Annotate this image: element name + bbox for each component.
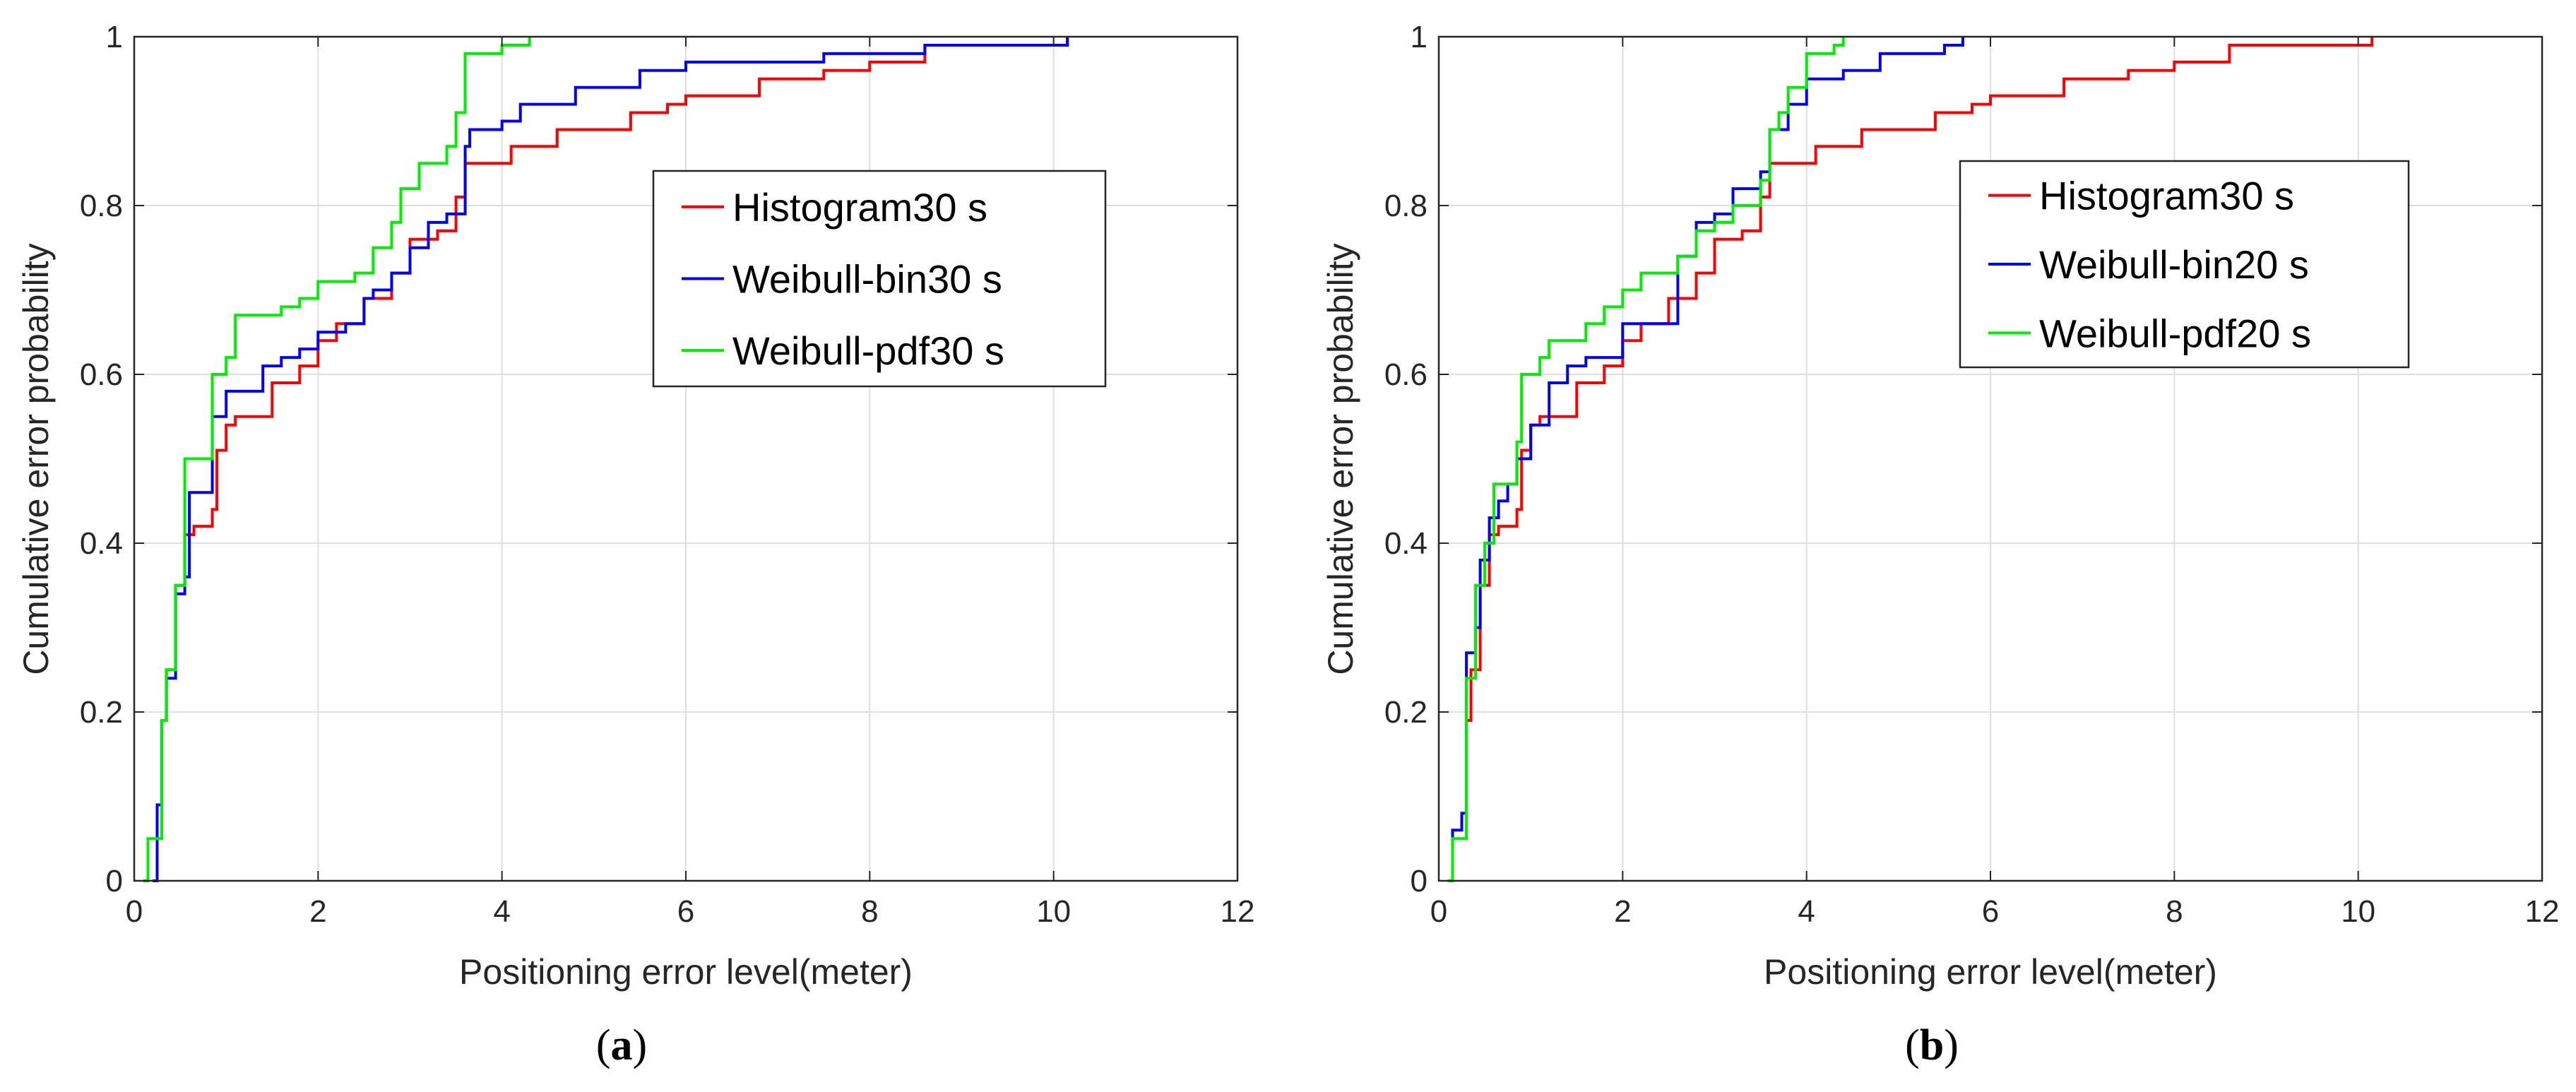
legend-b: Histogram30 s Weibull-bin20 s Weibull-pdf2…	[1959, 160, 2410, 369]
legend-label-a-0: Histogram30 s	[732, 185, 987, 230]
y-tick-label-a-3: 0.6	[80, 357, 123, 392]
legend-label-b-0: Histogram30 s	[2039, 174, 2294, 218]
x-tick-label-a-2: 4	[493, 894, 510, 929]
legend-label-b-2: Weibull-pdf20 s	[2039, 311, 2311, 355]
x-tick-label-b-3: 6	[1982, 894, 1999, 929]
series-line-b-0	[1466, 37, 2374, 722]
y-tick-label-a-4: 0.8	[80, 189, 123, 223]
x-axis-label-b: Positioning error level(meter)	[1764, 952, 2217, 992]
series-line-b-2	[1448, 37, 1845, 882]
ticks-b: 0 2 4 6 8 10 12 0 0.2 0.4 0.6 0.8 1	[1384, 20, 2560, 929]
series-line-a-2	[143, 37, 531, 882]
panel-letter-a: a	[611, 1021, 633, 1069]
panel-letter-b: b	[1920, 1021, 1944, 1069]
x-tick-label-b-1: 2	[1614, 894, 1631, 929]
legend-label-b-1: Weibull-bin20 s	[2039, 242, 2309, 287]
y-tick-label-b-3: 0.6	[1384, 357, 1428, 392]
y-tick-label-a-0: 0	[106, 864, 123, 898]
x-tick-label-b-0: 0	[1430, 894, 1447, 929]
ticks-a: 0 2 4 6 8 10 12 0 0.2 0.4 0.6 0.8 1	[80, 20, 1255, 929]
series-group-b	[1448, 37, 2374, 882]
y-tick-label-b-0: 0	[1411, 864, 1428, 898]
legend-a: Histogram30 s Weibull-bin30 s Weibull-pdf3…	[652, 170, 1107, 388]
y-tick-label-a-5: 1	[106, 20, 123, 54]
chart-panel-a: 0 2 4 6 8 10 12 0 0.2 0.4 0.6 0.8 1 Positioning erro…	[16, 20, 1254, 1069]
x-tick-label-b-2: 4	[1798, 894, 1815, 929]
y-tick-label-a-1: 0.2	[80, 695, 123, 730]
legend-label-a-1: Weibull-bin30 s	[732, 257, 1002, 302]
x-axis-label-a: Positioning error level(meter)	[459, 952, 913, 992]
legend-box-b	[1959, 160, 2410, 369]
x-tick-label-b-6: 12	[2525, 894, 2560, 929]
panel-label-b: (b)	[1905, 1021, 1959, 1069]
x-tick-label-a-3: 6	[677, 894, 694, 929]
x-tick-label-a-4: 8	[861, 894, 878, 929]
legend-box-a	[652, 170, 1107, 388]
series-line-b-1	[1448, 37, 1964, 882]
y-tick-label-b-5: 1	[1411, 20, 1428, 54]
y-tick-label-b-4: 0.8	[1384, 189, 1428, 223]
x-tick-label-b-4: 8	[2166, 894, 2183, 929]
series-line-a-1	[153, 37, 1069, 882]
y-tick-label-b-1: 0.2	[1384, 695, 1428, 730]
legend-label-a-2: Weibull-pdf30 s	[732, 328, 1004, 373]
y-tick-label-a-2: 0.4	[80, 526, 123, 561]
y-axis-label-b: Cumulative error probability	[1321, 243, 1360, 675]
x-tick-label-a-0: 0	[126, 894, 143, 929]
y-tick-label-b-2: 0.4	[1384, 526, 1428, 561]
x-tick-label-a-6: 12	[1221, 894, 1255, 929]
x-tick-label-a-5: 10	[1036, 894, 1071, 929]
panel-label-a: (a)	[596, 1021, 647, 1069]
chart-panel-b: 0 2 4 6 8 10 12 0 0.2 0.4 0.6 0.8 1 Positioning erro…	[1321, 20, 2559, 1069]
x-tick-label-a-1: 2	[309, 894, 326, 929]
y-axis-label-a: Cumulative error probability	[16, 243, 56, 675]
x-tick-label-b-5: 10	[2341, 894, 2375, 929]
series-group-a	[143, 37, 1069, 882]
